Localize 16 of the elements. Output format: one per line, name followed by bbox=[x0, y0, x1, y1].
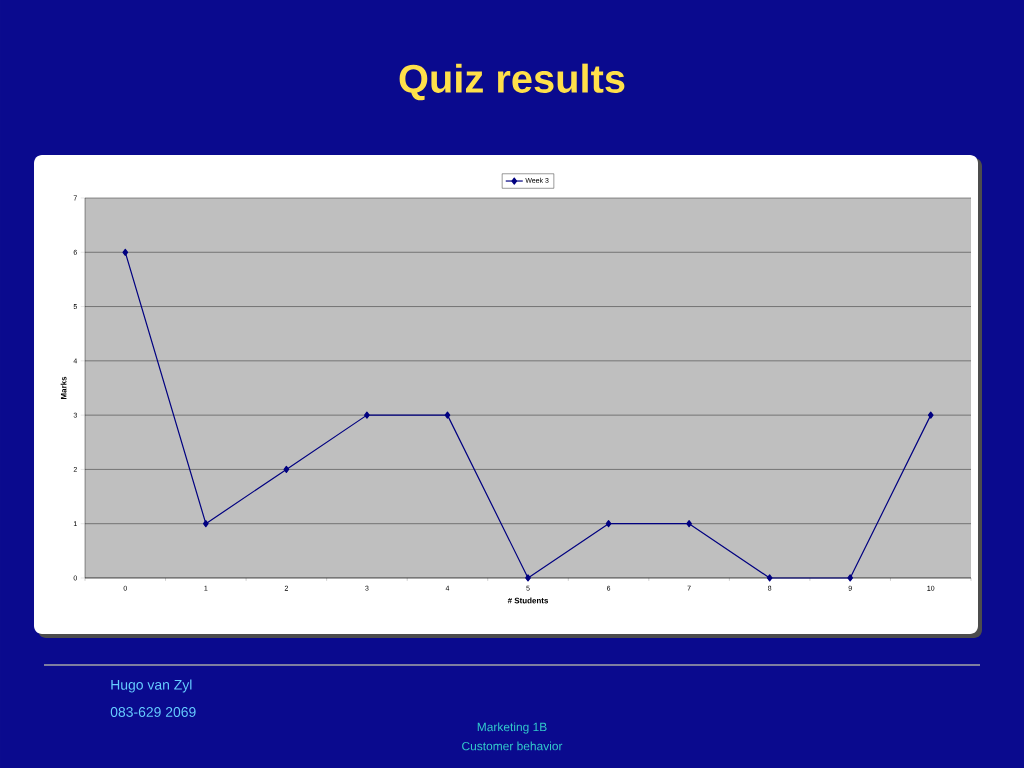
point bbox=[927, 411, 934, 419]
text: Hugo van Zyl bbox=[111, 679, 192, 693]
chart-title: Quiz results bbox=[399, 63, 625, 101]
point bbox=[686, 520, 692, 528]
point bbox=[847, 574, 854, 582]
point bbox=[444, 411, 451, 419]
point bbox=[202, 520, 209, 528]
text: Customer behavior bbox=[462, 741, 563, 751]
point bbox=[122, 248, 129, 256]
text: Marketing 1B bbox=[477, 722, 547, 734]
text: 083-629 2069 bbox=[110, 707, 196, 717]
point bbox=[766, 574, 773, 582]
point bbox=[525, 574, 531, 582]
point bbox=[605, 520, 612, 528]
point bbox=[364, 411, 370, 419]
point bbox=[283, 465, 290, 474]
